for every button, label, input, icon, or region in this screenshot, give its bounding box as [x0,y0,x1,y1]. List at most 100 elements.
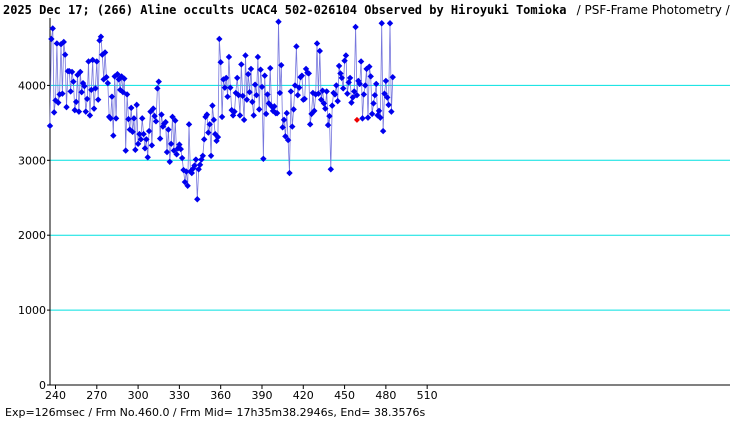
data-point [195,166,202,173]
data-point [326,112,333,120]
data-point [290,106,297,113]
data-point [245,70,252,78]
data-point [225,53,233,61]
data-point [155,78,162,85]
data-point [46,122,54,130]
data-point [107,115,114,122]
data-point [130,115,138,122]
data-point [335,62,343,70]
data-point [366,63,373,70]
data-point [328,102,336,109]
series-line [49,21,394,200]
data-point [378,20,385,27]
data-point [134,140,142,148]
data-point [203,111,211,118]
data-point [279,124,286,131]
data-point [140,130,147,138]
data-point [309,89,317,97]
data-point [298,72,306,79]
data-point [306,121,314,128]
data-point [251,81,259,88]
data-point [122,147,129,154]
data-point [133,101,140,109]
data-point [224,93,231,100]
data-point [313,40,321,47]
data-point [94,96,102,103]
data-point [371,91,379,99]
data-point [191,162,198,169]
data-point [166,158,173,166]
data-point [75,108,83,115]
data-point [368,110,376,118]
data-point [264,91,271,98]
axes [47,18,730,389]
data-point [305,70,312,77]
data-point [275,18,282,25]
data-point [227,84,234,91]
data-point [117,86,124,94]
x-tick-label: 300 [128,389,149,402]
data-point [151,112,158,120]
chart-title-method: / PSF-Frame Photometry / [577,3,731,17]
data-point [148,142,156,149]
data-point [294,91,301,99]
data-point [177,145,184,153]
data-point [77,68,84,76]
x-tick-label: 360 [210,389,231,402]
data-point [183,168,190,175]
data-point [86,112,94,119]
data-point [108,93,116,100]
data-point [228,106,235,114]
data-point [218,113,226,121]
data-point [238,61,245,68]
data-point [49,25,56,32]
data-point [111,73,118,80]
data-point [104,79,112,87]
data-point [100,76,107,83]
data-point [334,97,341,105]
data-point [353,91,361,99]
data-point [194,196,201,203]
data-point [284,136,292,144]
data-point [239,92,246,100]
gridlines [50,84,730,311]
data-point [339,85,347,92]
data-point [243,96,251,103]
data-point [327,166,335,173]
data-point [282,133,289,140]
data-point [50,109,58,116]
data-point [93,58,101,65]
data-point [99,51,106,58]
data-point [311,107,318,115]
exposure-footer: Exp=126msec / Frm No.460.0 / Frm Mid= 17… [5,406,425,419]
data-point [316,47,323,55]
data-point [143,136,150,143]
data-point [356,80,363,88]
y-tick-label: 1000 [18,304,46,317]
data-point [214,133,222,141]
data-point [388,108,395,115]
data-point [163,148,171,156]
data-point [156,135,164,142]
data-point [286,169,293,177]
data-point [260,155,267,163]
data-point [342,52,350,59]
data-point [196,161,204,168]
data-point [322,105,329,112]
data-point [338,74,346,82]
data-point [341,57,348,64]
data-point [240,116,248,124]
data-point [137,136,145,143]
data-point [278,61,285,69]
data-point [83,95,91,103]
data-point [185,121,193,128]
data-point [359,115,366,122]
data-point [169,113,176,121]
highlighted-point [353,116,360,123]
data-point [301,95,308,103]
data-point [206,121,213,128]
data-point [276,89,284,97]
data-point [351,88,358,95]
data-point [128,104,135,112]
data-point [61,51,69,58]
